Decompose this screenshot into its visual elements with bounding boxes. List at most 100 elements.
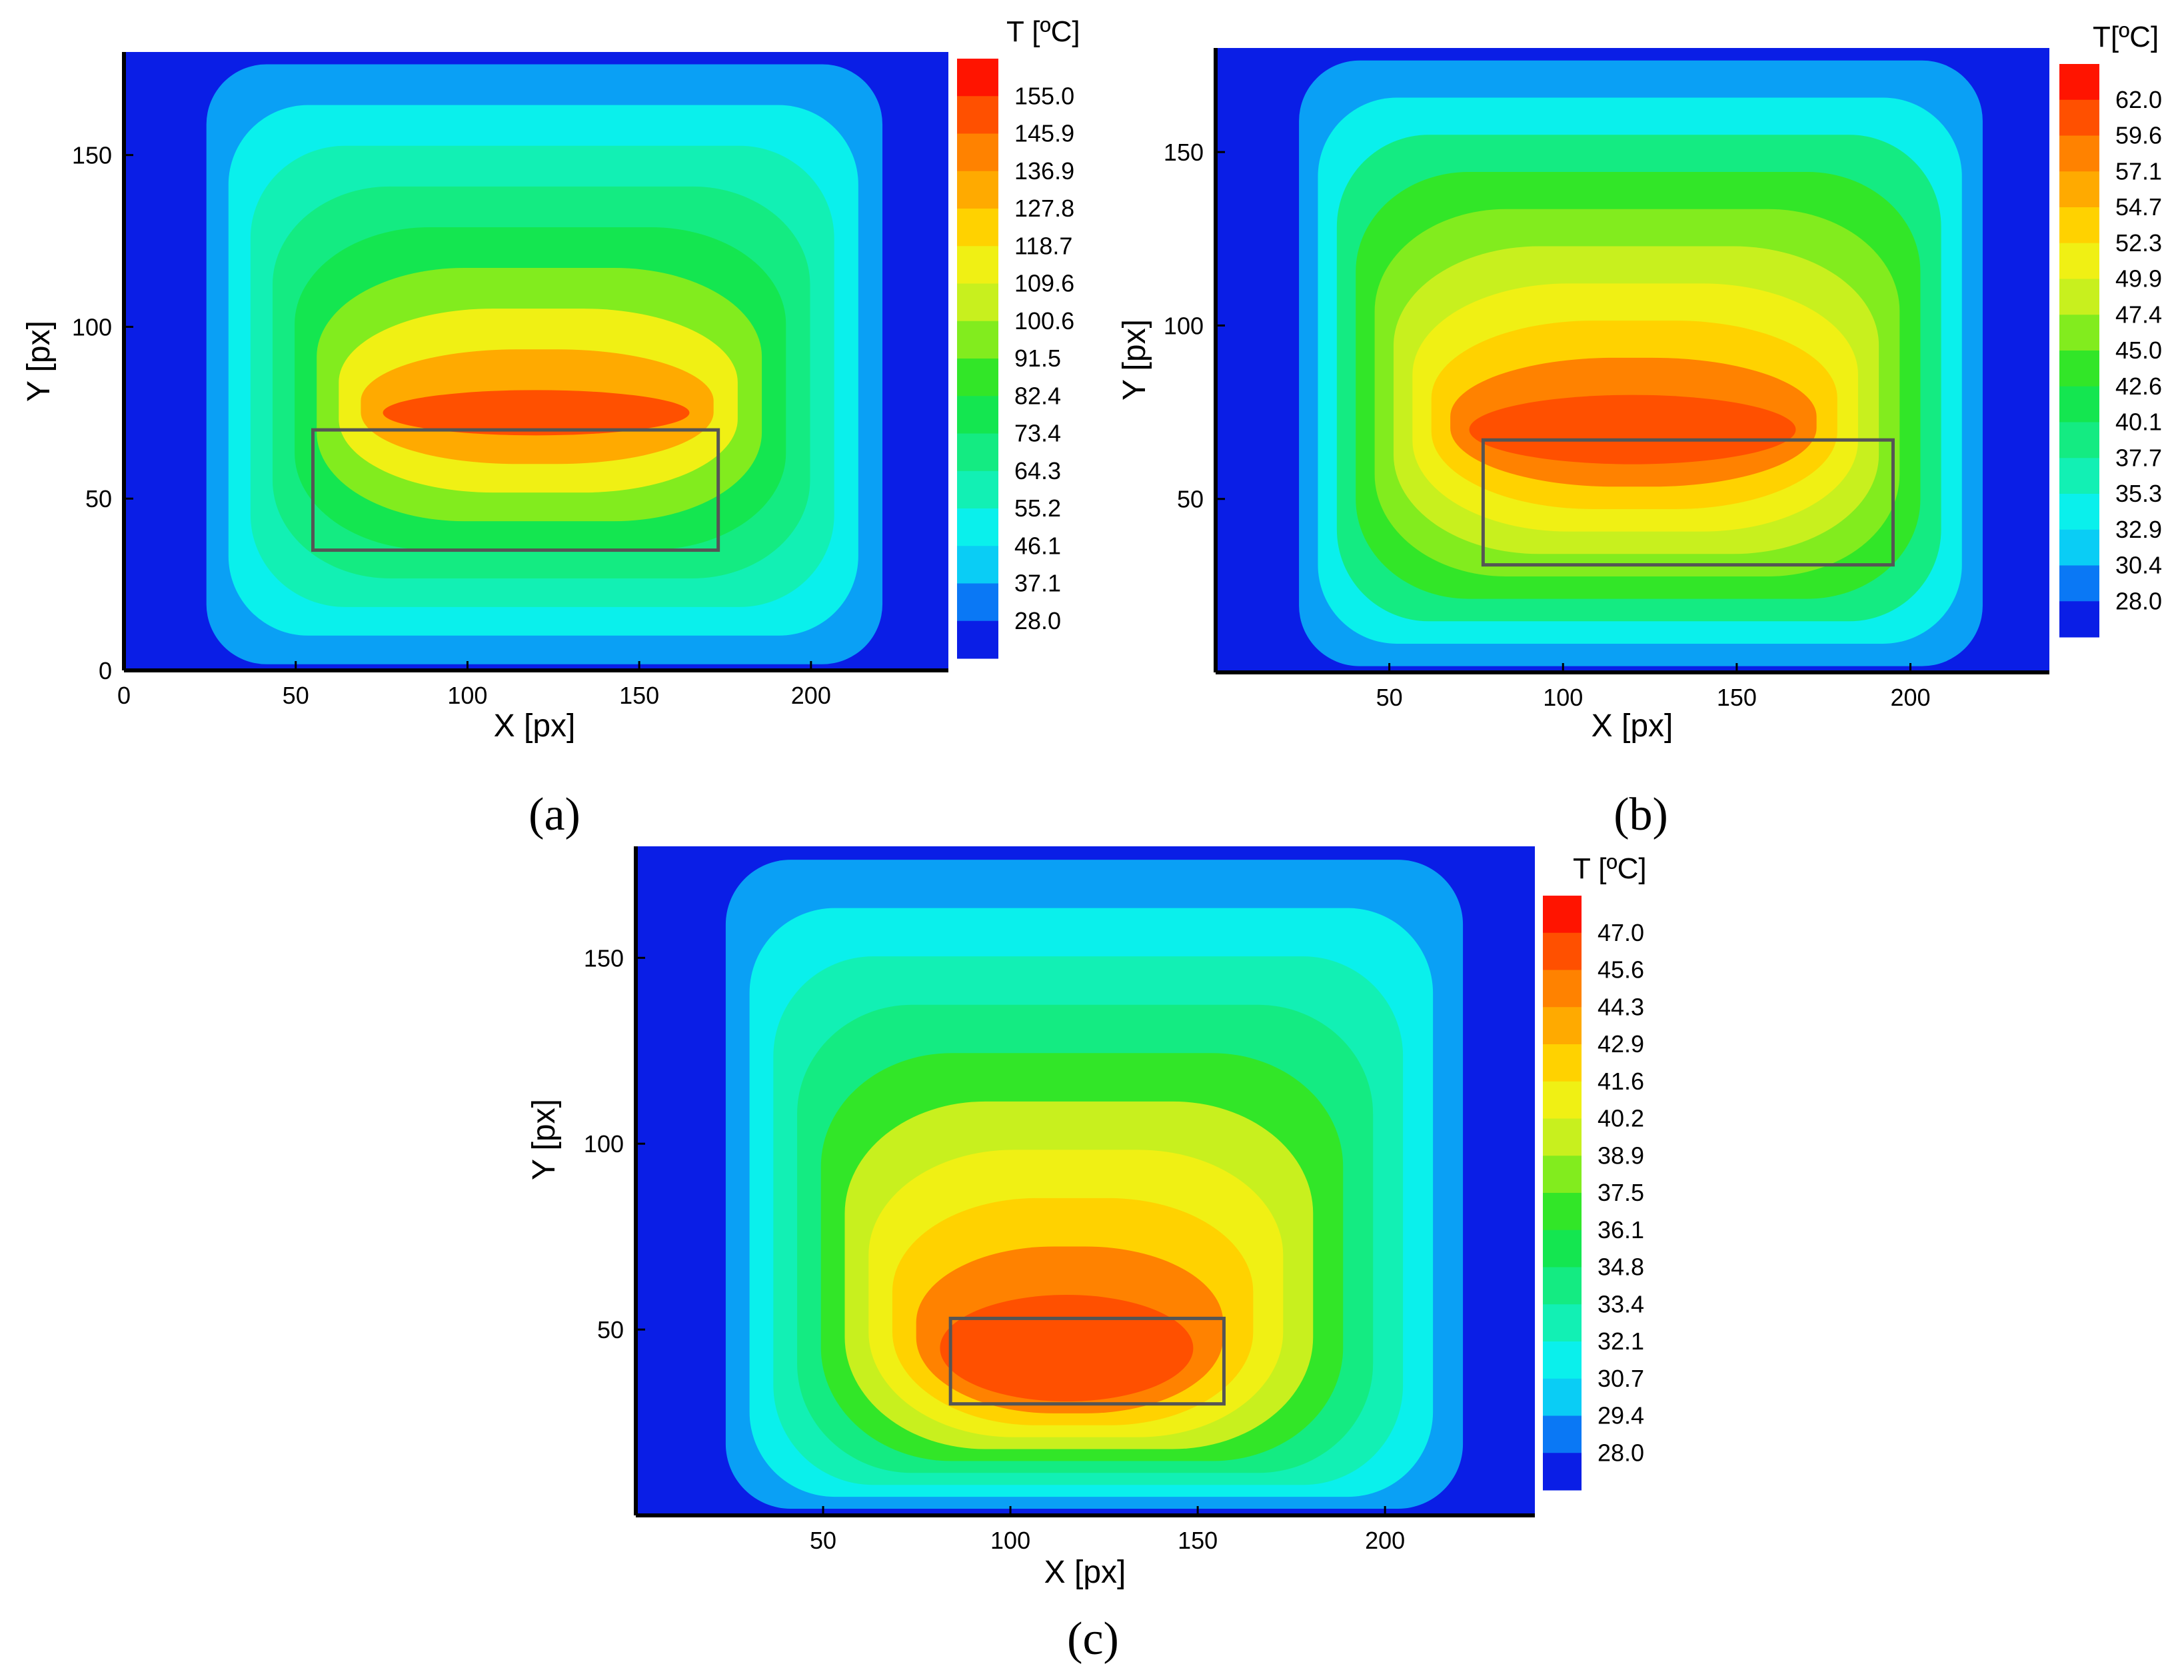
- colorbar-swatch: [2059, 494, 2099, 530]
- x-tick-label: 50: [283, 682, 309, 709]
- colorbar-tick-label: 32.1: [1598, 1327, 1644, 1355]
- y-tick-label: 100: [584, 1130, 624, 1158]
- y-tick-label: 50: [597, 1316, 624, 1343]
- colorbar-tick-label: 33.4: [1598, 1290, 1644, 1317]
- y-tick-label: 50: [85, 485, 112, 512]
- colorbar-tick-label: 54.7: [2115, 193, 2162, 221]
- colorbar-tick-label: 45.0: [2115, 337, 2162, 364]
- colorbar-swatch: [2059, 422, 2099, 458]
- colorbar-tick-label: 28.0: [2115, 587, 2162, 614]
- colorbar-swatch: [957, 470, 998, 509]
- colorbar-tick-label: 34.8: [1598, 1254, 1644, 1281]
- axis-ticks: 50 100 150 200 50 100 150: [1164, 139, 1931, 711]
- colorbar-tick-label: 73.4: [1014, 420, 1061, 447]
- colorbar-title: T [ºC]: [1573, 852, 1647, 885]
- y-tick-label: 0: [99, 657, 112, 684]
- y-tick-label: 100: [1164, 312, 1204, 339]
- colorbar-tick-label: 136.9: [1014, 157, 1074, 185]
- colorbar-swatch: [957, 433, 998, 472]
- x-tick-label: 100: [990, 1527, 1030, 1554]
- x-axis-label: X [px]: [494, 708, 576, 744]
- colorbar-swatch: [957, 583, 998, 622]
- colorbar-swatch: [957, 246, 998, 284]
- colorbar-swatch: [2059, 601, 2099, 638]
- y-axis-label: Y [px]: [527, 1099, 562, 1180]
- panel-a: 0 50 100 150 200 0 50 100 150 X [px] Y [px] T [º…: [21, 15, 1080, 840]
- colorbar-tick-label: 28.0: [1598, 1439, 1644, 1466]
- panel-label: (c): [1067, 1613, 1119, 1665]
- colorbar-swatch: [2059, 315, 2099, 351]
- colorbar-swatch: [2059, 99, 2099, 136]
- region-rectangle: [311, 428, 720, 552]
- colorbar-swatch: [2059, 529, 2099, 566]
- colorbar-tick-label: 109.6: [1014, 270, 1074, 297]
- colorbar-tick-label: 100.6: [1014, 307, 1074, 335]
- x-axis-label: X [px]: [1592, 708, 1673, 744]
- colorbar-tick-label: 40.1: [2115, 409, 2162, 436]
- colorbar-swatch: [1543, 1081, 1582, 1119]
- colorbar-swatch: [2059, 351, 2099, 387]
- colorbar-swatch: [957, 96, 998, 134]
- colorbar-tick-label: 45.6: [1598, 956, 1644, 984]
- y-tick-label: 150: [584, 944, 624, 972]
- x-tick-label: 50: [810, 1527, 836, 1554]
- colorbar-tick-label: 29.4: [1598, 1402, 1644, 1429]
- colorbar-tick-label: 155.0: [1014, 82, 1074, 109]
- colorbar-tick-label: 62.0: [2115, 86, 2162, 113]
- x-axis-label: X [px]: [1044, 1555, 1126, 1590]
- region-rectangle: [948, 1316, 1226, 1406]
- colorbar-tick-label: 46.1: [1014, 532, 1061, 559]
- y-tick-label: 50: [1177, 486, 1204, 513]
- x-tick-label: 50: [1376, 684, 1403, 711]
- colorbar-swatch: [1543, 896, 1582, 934]
- colorbar-swatch: [2059, 207, 2099, 244]
- colorbar-swatch: [957, 620, 998, 659]
- colorbar-swatch: [1543, 1118, 1582, 1156]
- panel-label: (b): [1614, 789, 1668, 840]
- colorbar-swatch: [1543, 1267, 1582, 1305]
- colorbar-tick-label: 145.9: [1014, 120, 1074, 147]
- colorbar-tick-label: 28.0: [1014, 607, 1061, 634]
- colorbar-tick-label: 44.3: [1598, 993, 1644, 1020]
- colorbar-swatch: [2059, 243, 2099, 279]
- colorbar-swatch: [957, 209, 998, 247]
- colorbar-tick-label: 37.1: [1014, 570, 1061, 597]
- colorbar-tick-label: 36.1: [1598, 1216, 1644, 1244]
- colorbar-swatch: [1543, 1007, 1582, 1045]
- colorbar-swatch: [2059, 458, 2099, 494]
- axis-ticks: 50 100 150 200 50 100 150: [584, 944, 1405, 1554]
- colorbar-swatch: [1543, 1230, 1582, 1267]
- colorbar-tick-label: 59.6: [2115, 122, 2162, 149]
- x-tick-label: 200: [791, 682, 831, 709]
- colorbar-tick-label: 41.6: [1598, 1068, 1644, 1095]
- x-tick-label: 100: [447, 682, 487, 709]
- region-rectangle: [1481, 438, 1895, 567]
- axis-ticks: 0 50 100 150 200 0 50 100 150: [72, 142, 831, 709]
- colorbar-tick-label: 91.5: [1014, 345, 1061, 372]
- colorbar-swatch: [957, 59, 998, 97]
- x-tick-label: 150: [619, 682, 659, 709]
- colorbar-tick-label: 37.7: [2115, 444, 2162, 471]
- x-tick-label: 150: [1717, 684, 1757, 711]
- colorbar-tick-label: 30.4: [2115, 552, 2162, 579]
- colorbar-tick-label: 38.9: [1598, 1142, 1644, 1169]
- colorbar-swatch: [1543, 1453, 1582, 1491]
- heatmap-contours: [725, 860, 1464, 1509]
- colorbar-swatch: [957, 321, 998, 359]
- colorbar-swatch: [957, 508, 998, 546]
- colorbar-tick-label: 47.4: [2115, 301, 2162, 328]
- colorbar-swatch: [2059, 386, 2099, 422]
- colorbar-swatch: [1543, 1304, 1582, 1342]
- contour-band: [1469, 395, 1796, 464]
- colorbar-tick-label: 30.7: [1598, 1365, 1644, 1392]
- colorbar-swatch: [957, 546, 998, 584]
- colorbar-tick-label: 42.6: [2115, 373, 2162, 400]
- x-tick-label: 200: [1365, 1527, 1405, 1554]
- contour-band: [940, 1295, 1194, 1401]
- colorbar-swatch: [1543, 1415, 1582, 1453]
- colorbar-swatch: [1543, 1044, 1582, 1082]
- colorbar-swatch: [2059, 135, 2099, 172]
- colorbar-tick-label: 42.9: [1598, 1030, 1644, 1058]
